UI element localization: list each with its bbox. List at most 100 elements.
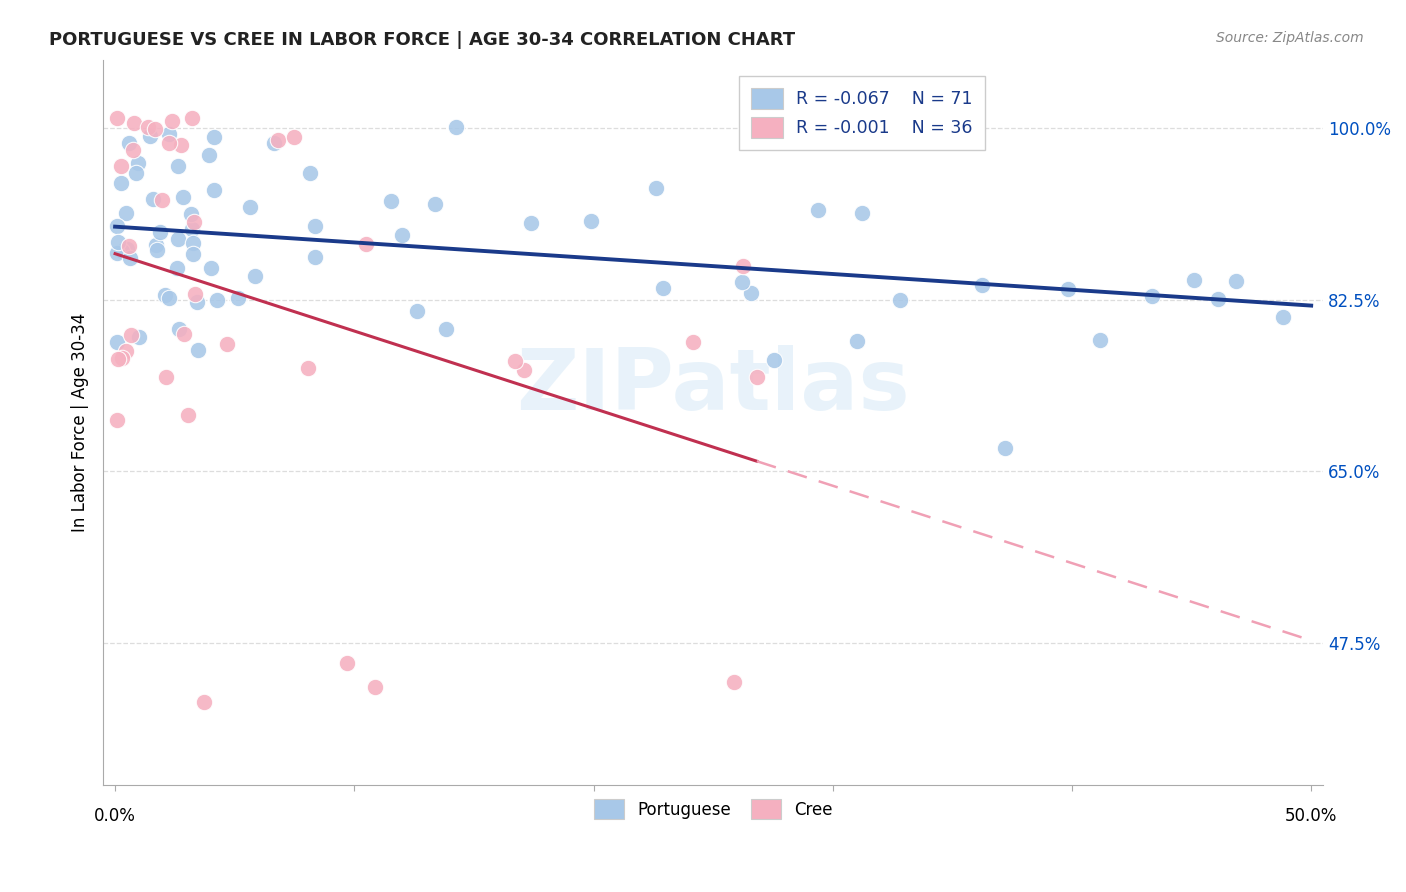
Point	[155, 370, 177, 384]
Point	[167, 321, 190, 335]
Text: 0.0%: 0.0%	[94, 806, 136, 824]
Point	[107, 351, 129, 366]
Point	[117, 242, 139, 256]
Point	[155, 288, 177, 302]
Point	[243, 268, 266, 283]
Point	[177, 408, 200, 422]
Text: Source: ZipAtlas.com: Source: ZipAtlas.com	[1216, 31, 1364, 45]
Point	[136, 120, 159, 134]
Point	[167, 159, 190, 173]
Point	[125, 166, 148, 180]
Point	[336, 656, 359, 670]
Point	[297, 360, 319, 375]
Point	[994, 441, 1017, 455]
Point	[446, 120, 468, 134]
Point	[205, 293, 228, 307]
Point	[157, 292, 180, 306]
Point	[150, 193, 173, 207]
Point	[143, 122, 166, 136]
Point	[405, 304, 427, 318]
Point	[142, 192, 165, 206]
Point	[145, 238, 167, 252]
Point	[651, 281, 673, 295]
Point	[851, 205, 873, 219]
Point	[304, 219, 326, 234]
Point	[138, 129, 160, 144]
Point	[1056, 281, 1078, 295]
Point	[115, 206, 138, 220]
Point	[117, 239, 139, 253]
Point	[200, 261, 222, 276]
Point	[204, 129, 226, 144]
Point	[298, 166, 321, 180]
Point	[889, 293, 911, 307]
Y-axis label: In Labor Force | Age 30-34: In Labor Force | Age 30-34	[72, 313, 89, 532]
Point	[263, 136, 285, 150]
Point	[107, 235, 129, 250]
Point	[512, 362, 534, 376]
Point	[354, 237, 377, 252]
Point	[107, 112, 129, 126]
Point	[180, 207, 202, 221]
Point	[157, 128, 180, 142]
Point	[122, 115, 145, 129]
Point	[1272, 310, 1295, 325]
Point	[731, 259, 754, 273]
Point	[740, 286, 762, 301]
Point	[283, 129, 305, 144]
Point	[644, 180, 666, 194]
Point	[434, 322, 457, 336]
Point	[380, 194, 402, 209]
Point	[107, 246, 129, 260]
Point	[745, 369, 768, 384]
Point	[145, 243, 167, 257]
Point	[166, 260, 188, 275]
Point	[110, 159, 132, 173]
Point	[173, 327, 195, 342]
Point	[845, 334, 868, 348]
Point	[682, 335, 704, 350]
Point	[127, 155, 149, 169]
Point	[1182, 273, 1205, 287]
Point	[122, 143, 145, 157]
Point	[167, 232, 190, 246]
Point	[364, 680, 387, 694]
Point	[391, 227, 413, 242]
Legend: Portuguese, Cree: Portuguese, Cree	[588, 792, 839, 826]
Point	[181, 235, 204, 250]
Point	[169, 138, 191, 153]
Point	[266, 132, 288, 146]
Point	[118, 136, 141, 150]
Point	[160, 114, 183, 128]
Point	[1225, 274, 1247, 288]
Point	[239, 200, 262, 214]
Point	[128, 329, 150, 343]
Point	[915, 112, 938, 126]
Point	[184, 286, 207, 301]
Point	[107, 335, 129, 350]
Point	[110, 176, 132, 190]
Point	[762, 353, 785, 368]
Point	[111, 244, 134, 259]
Point	[1090, 333, 1112, 347]
Point	[107, 219, 129, 234]
Point	[1140, 289, 1163, 303]
Text: 50.0%: 50.0%	[1285, 806, 1337, 824]
Point	[107, 413, 129, 427]
Point	[115, 344, 138, 359]
Point	[972, 278, 994, 293]
Point	[807, 203, 830, 218]
Point	[723, 675, 745, 690]
Point	[731, 275, 754, 289]
Point	[197, 148, 219, 162]
Point	[215, 337, 238, 351]
Point	[503, 354, 526, 368]
Text: PORTUGUESE VS CREE IN LABOR FORCE | AGE 30-34 CORRELATION CHART: PORTUGUESE VS CREE IN LABOR FORCE | AGE …	[49, 31, 796, 49]
Point	[172, 190, 194, 204]
Point	[118, 252, 141, 266]
Point	[226, 291, 249, 305]
Point	[579, 214, 602, 228]
Point	[202, 183, 225, 197]
Point	[181, 112, 204, 126]
Point	[520, 216, 543, 230]
